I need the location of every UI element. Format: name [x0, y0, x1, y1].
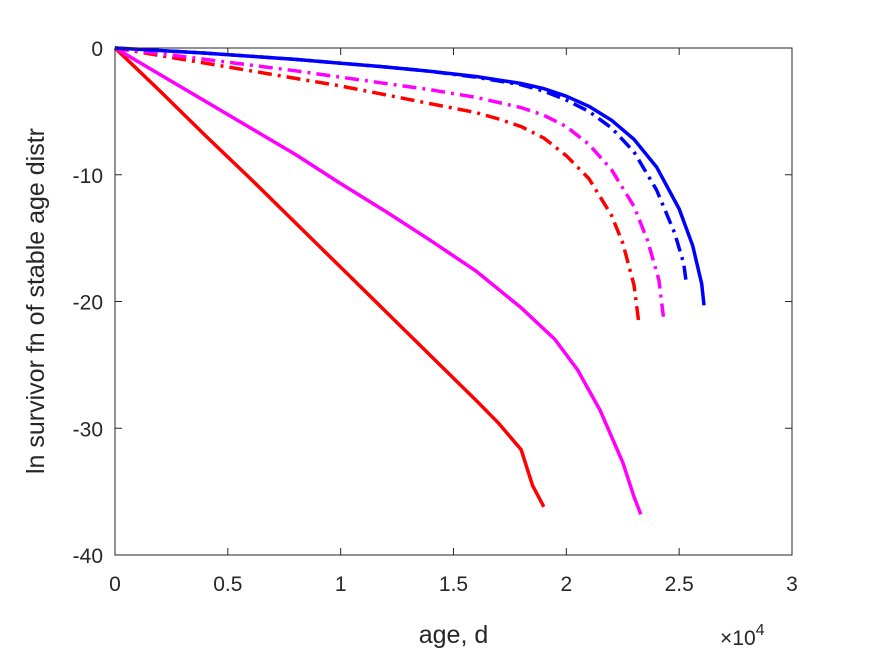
- series-line-2-solid: [114, 46, 643, 516]
- x-axis-multiplier-exponent: 4: [756, 622, 765, 639]
- y-tick-label: -40: [73, 545, 103, 568]
- plot-area: [115, 48, 792, 555]
- x-axis-multiplier: ×104: [720, 622, 765, 650]
- x-tick-label: 0.5: [213, 573, 242, 596]
- x-tick-label: 0: [109, 573, 121, 596]
- x-tick-label: 1: [335, 573, 347, 596]
- x-tick-label: 2.5: [665, 573, 694, 596]
- series-line-6-solid: [114, 46, 706, 306]
- x-tick-label: 2: [560, 573, 572, 596]
- x-tick-label: 3: [786, 573, 798, 596]
- y-tick-label: -20: [73, 292, 103, 315]
- y-tick-label: -10: [73, 165, 103, 188]
- y-tick-label: -30: [73, 418, 103, 441]
- ticks-layer: 0 0.5 1 1.5 2 2.5 3 0 -10 -20 -30 -40: [73, 38, 798, 596]
- series-line-4-dashdot: [114, 46, 666, 317]
- x-tick-label: 1.5: [439, 573, 468, 596]
- series-layer: [113, 46, 706, 516]
- y-axis-label: ln survivor fn of stable age distr: [22, 128, 50, 474]
- series-line-3-dashdot: [114, 46, 641, 321]
- series-line-1-solid: [113, 46, 546, 508]
- x-axis-multiplier-base: ×10: [720, 627, 756, 650]
- y-tick-label: 0: [91, 38, 103, 61]
- x-axis-label: age, d: [419, 621, 489, 649]
